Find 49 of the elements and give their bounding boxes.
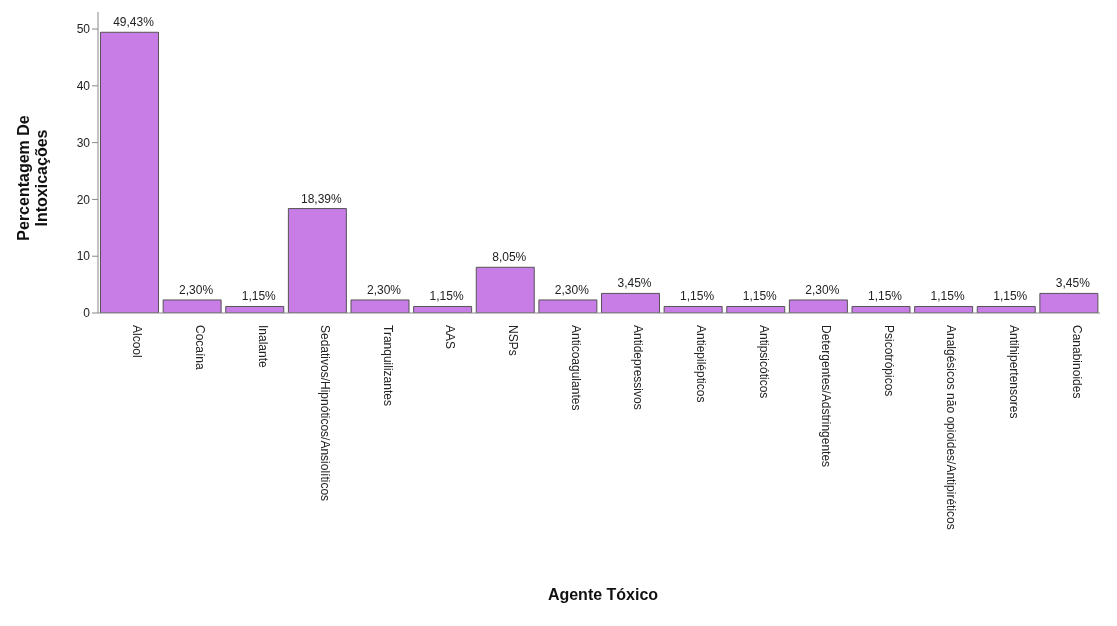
x-tick-label: Antipsicóticos xyxy=(756,325,771,399)
data-label: 3,45% xyxy=(617,276,652,291)
y-tick-label: 0 xyxy=(83,306,91,321)
x-tick-label: Analgésicos não opioides/Antipiréticos xyxy=(944,325,959,530)
y-axis-title: Percentagem De Intoxicações xyxy=(15,115,50,241)
y-tick-label: 10 xyxy=(76,249,91,264)
x-axis-title: Agente Tóxico xyxy=(546,586,660,604)
bar xyxy=(100,31,160,313)
x-tick-label: Detergentes/Adstringentes xyxy=(819,325,834,468)
bar xyxy=(1039,292,1099,313)
bar xyxy=(475,266,535,313)
data-label: 1,15% xyxy=(241,289,277,304)
data-label: 3,45% xyxy=(1055,276,1091,291)
data-label: 2,30% xyxy=(554,282,590,297)
x-tick-label: Cocaína xyxy=(192,325,207,371)
y-tick-label: 50 xyxy=(76,22,91,37)
bar xyxy=(538,299,598,313)
x-tick-label: Psicotrópicos xyxy=(881,325,896,397)
data-label: 1,15% xyxy=(867,289,903,304)
y-tick-label: 20 xyxy=(76,192,91,207)
data-label: 1,15% xyxy=(930,289,965,304)
bar xyxy=(788,299,848,313)
data-label: 2,30% xyxy=(179,282,214,297)
data-label: 1,15% xyxy=(993,289,1028,304)
data-label: 1,15% xyxy=(680,289,715,304)
bar xyxy=(350,299,410,313)
data-label: 1,15% xyxy=(429,289,464,304)
y-tick-label: 30 xyxy=(76,135,91,150)
y-tick-label: 40 xyxy=(76,79,91,94)
x-tick-label: NSPs xyxy=(506,325,521,356)
bar xyxy=(287,208,347,313)
x-tick-label: AAS xyxy=(443,325,458,350)
bar xyxy=(601,292,661,313)
data-label: 2,30% xyxy=(366,282,402,297)
data-label: 8,05% xyxy=(492,250,527,265)
data-label: 18,39% xyxy=(301,191,343,206)
data-label: 2,30% xyxy=(805,282,840,297)
x-tick-label: Alcool xyxy=(130,325,145,358)
data-label: 49,43% xyxy=(113,15,155,30)
x-tick-label: Tranquilizantes xyxy=(380,325,395,406)
x-tick-label: Antidepressivos xyxy=(631,325,646,410)
x-tick-label: Sedativos/Hipnóticos/Ansiolíticos xyxy=(318,325,333,502)
data-label: 1,15% xyxy=(742,289,778,304)
x-tick-label: Antihipertensores xyxy=(1007,325,1022,419)
x-tick-label: Canabinoides xyxy=(1069,325,1084,399)
x-tick-label: Antiepilépticos xyxy=(693,325,708,403)
x-tick-label: Inalante xyxy=(255,325,270,369)
x-tick-label: Anticoagulantes xyxy=(568,325,583,411)
bar xyxy=(162,299,222,313)
